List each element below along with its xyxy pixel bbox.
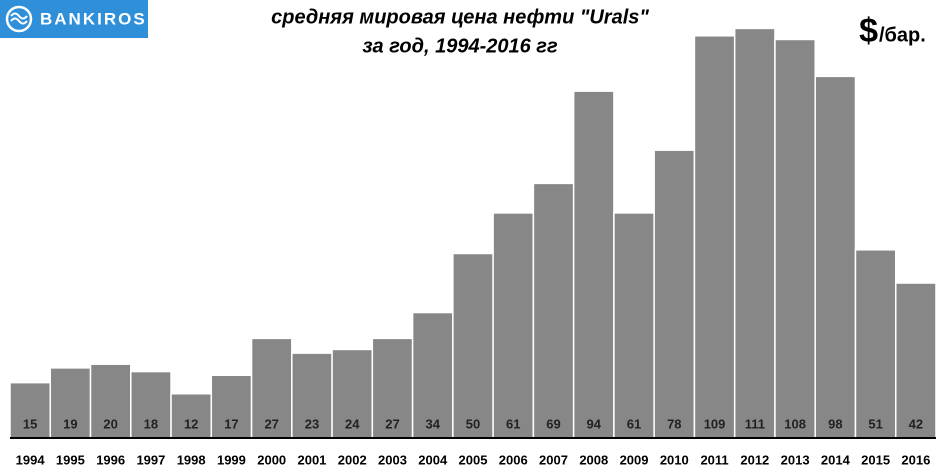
x-tick-label: 2013 — [781, 452, 810, 467]
bar — [89, 363, 132, 439]
x-tick-label: 2006 — [499, 452, 528, 467]
x-tick-label: 1999 — [217, 452, 246, 467]
x-tick-label: 2003 — [378, 452, 407, 467]
logo-icon-waves — [10, 12, 28, 25]
bar — [492, 212, 535, 439]
value-label: 24 — [345, 416, 360, 431]
x-tick-label: 1995 — [56, 452, 85, 467]
x-tick-label: 2011 — [700, 452, 728, 467]
x-tick-label: 2004 — [418, 452, 448, 467]
x-tick-label: 2000 — [257, 452, 286, 467]
x-tick-label: 2012 — [740, 452, 769, 467]
bar — [613, 212, 655, 439]
x-tick-label: 2008 — [579, 452, 608, 467]
value-label: 61 — [506, 416, 520, 431]
bar — [572, 90, 615, 439]
x-tick-label: 1998 — [177, 452, 206, 467]
value-label: 108 — [784, 416, 806, 431]
value-label: 20 — [103, 416, 117, 431]
logo-icon — [5, 5, 33, 33]
x-tick-label: 2010 — [660, 452, 689, 467]
bar — [693, 35, 736, 439]
value-label: 111 — [745, 416, 765, 431]
chart-title: средняя мировая цена нефти "Urals" — [271, 6, 649, 28]
bar — [170, 392, 213, 439]
value-label: 50 — [466, 416, 480, 431]
value-label: 12 — [184, 416, 198, 431]
x-tick-label: 2014 — [821, 452, 851, 467]
value-label: 94 — [587, 416, 602, 431]
x-tick-label: 2002 — [338, 452, 367, 467]
logo-text: BANKIROS — [40, 9, 147, 28]
value-label: 109 — [704, 416, 726, 431]
unit-symbol: $ — [859, 12, 878, 50]
value-label: 69 — [546, 416, 560, 431]
x-tick-label: 2007 — [539, 452, 568, 467]
bar — [452, 252, 494, 439]
bar — [210, 374, 253, 439]
bar — [733, 27, 776, 439]
x-tick-label: 2009 — [620, 452, 649, 467]
value-label: 42 — [909, 416, 923, 431]
bar — [49, 367, 92, 439]
x-tick-label: 1997 — [136, 452, 165, 467]
value-label: 27 — [264, 416, 278, 431]
bar — [411, 311, 454, 439]
value-label: 15 — [23, 416, 37, 431]
value-label: 51 — [868, 416, 882, 431]
bar — [371, 337, 414, 439]
x-tick-label: 2015 — [861, 452, 890, 467]
bar — [894, 282, 937, 439]
x-tick-label: 1994 — [16, 452, 46, 467]
x-tick-label: 1996 — [96, 452, 125, 467]
x-tick-label: 2016 — [901, 452, 930, 467]
value-label: 98 — [828, 416, 842, 431]
value-label: 61 — [627, 416, 641, 431]
bar — [814, 75, 857, 439]
value-label: 18 — [144, 416, 158, 431]
bar — [774, 38, 816, 439]
chart-subtitle: за год, 1994-2016 гг — [362, 35, 558, 57]
value-label: 27 — [385, 416, 399, 431]
unit-text: /бар. — [879, 24, 926, 46]
value-label: 23 — [305, 416, 319, 431]
x-tick-label: 2005 — [459, 452, 488, 467]
bar — [532, 182, 575, 439]
value-label: 17 — [224, 416, 238, 431]
value-label: 19 — [63, 416, 77, 431]
value-label: 34 — [426, 416, 441, 431]
bar — [653, 149, 696, 439]
value-label: 78 — [667, 416, 681, 431]
x-tick-label: 2001 — [297, 452, 326, 467]
bar — [854, 249, 897, 439]
